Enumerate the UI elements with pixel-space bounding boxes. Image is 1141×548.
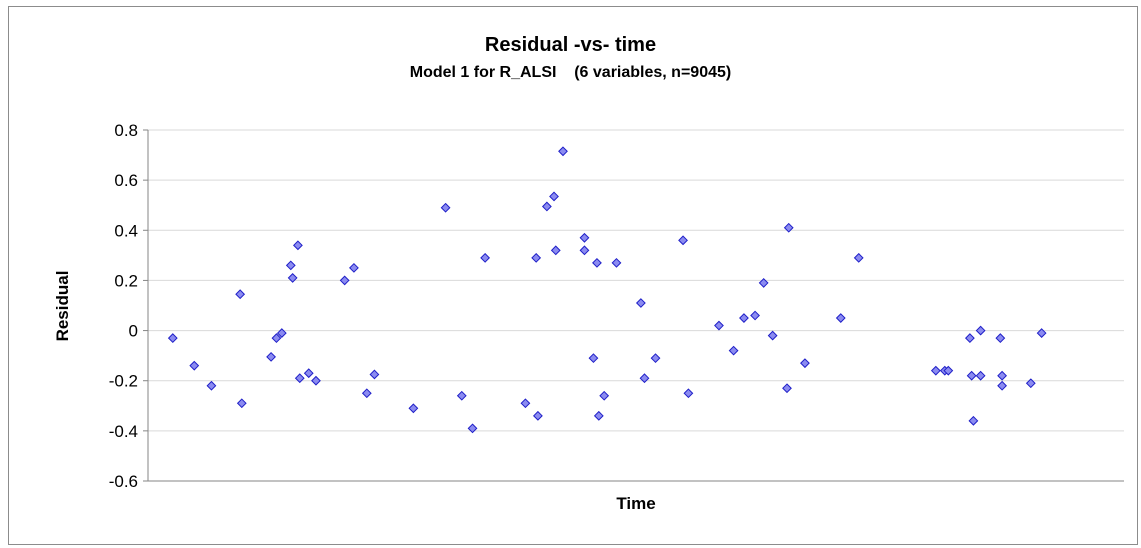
data-point [369,369,380,380]
data-point [266,351,276,362]
data-point [975,370,986,381]
y-tick-label: 0 [129,322,138,341]
data-point [189,360,200,371]
data-point [683,388,694,399]
data-point [650,353,661,364]
data-point [964,333,975,344]
data-point [835,313,846,323]
data-point [678,235,688,246]
chart-title: Residual -vs- time [484,34,657,56]
data-point [558,146,568,157]
data-point [592,257,602,268]
data-point [1036,328,1047,338]
y-tick-label: 0.8 [114,121,138,140]
data-point [997,380,1008,391]
data-point [311,375,321,386]
data-point [408,403,419,414]
data-point [349,262,359,273]
data-point [287,273,298,283]
y-axis-title: Residual [53,271,72,342]
data-point [285,260,296,271]
data-point [767,330,778,341]
data-point [440,202,451,213]
data-point [236,398,247,409]
data-point [579,245,590,256]
data-point [639,373,650,384]
data-points [167,146,1047,434]
x-axis-title: Time [616,494,655,513]
data-point [853,252,864,263]
data-point [1025,378,1036,389]
data-point [533,410,543,421]
data-point [758,278,769,288]
data-point [339,275,350,286]
y-tick-labels: 0.8 0.6 0.4 0.2 0 -0.2 -0.4 -0.6 [109,121,148,491]
data-point [611,257,622,268]
chart-subtitle: Model 1 for R_ALSI (6 variables, n=9045) [409,64,732,81]
data-point [303,368,314,379]
data-point [235,289,246,300]
data-point [714,320,724,331]
y-tick-label: 0.4 [114,221,138,240]
data-point [276,328,287,338]
data-point [456,390,467,401]
gridlines [148,129,1124,432]
data-point [531,252,542,263]
axes [147,130,1124,482]
y-tick-label: 0.6 [114,171,138,190]
data-point [783,222,794,233]
data-point [588,353,599,364]
plot-area [148,130,1124,481]
data-point [739,313,749,323]
data-point [593,410,604,421]
data-point [800,358,810,369]
data-point [930,365,941,376]
data-point [635,298,646,308]
data-point [968,415,979,426]
data-point [599,390,610,401]
y-tick-label: -0.6 [109,472,138,491]
data-point [206,380,217,391]
data-point [480,252,491,263]
y-tick-label: -0.4 [109,422,138,441]
data-point [579,232,590,243]
data-point [966,370,977,381]
data-point [550,245,561,256]
data-point [995,333,1006,344]
data-point [975,325,986,336]
data-point [728,345,739,356]
data-point [361,388,372,399]
data-point [782,383,792,394]
data-point [271,333,282,344]
data-point [467,423,478,434]
data-point [293,240,303,251]
data-point [294,373,305,384]
data-point [167,333,178,344]
data-point [541,201,552,212]
data-point [997,370,1008,381]
y-tick-label: 0.2 [114,271,138,290]
data-point [750,310,760,321]
data-point [549,191,559,202]
data-point [943,365,954,376]
y-tick-label: -0.2 [109,372,138,391]
data-point [520,398,531,409]
